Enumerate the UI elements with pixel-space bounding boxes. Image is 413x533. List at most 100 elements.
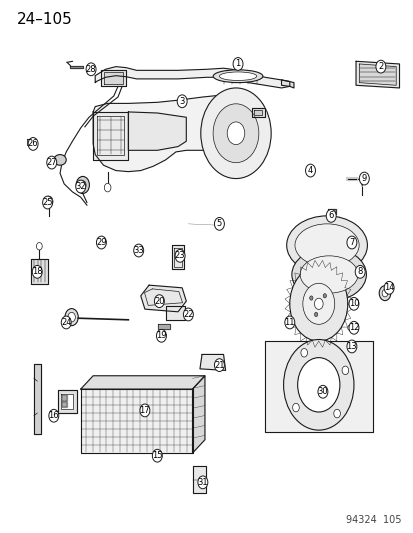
Circle shape [47,156,57,169]
Circle shape [79,181,86,189]
Polygon shape [81,389,192,453]
Ellipse shape [54,155,66,165]
Polygon shape [93,112,128,160]
Circle shape [76,180,85,193]
Circle shape [309,296,312,300]
Text: 25: 25 [42,198,53,207]
Text: 15: 15 [152,451,162,460]
Polygon shape [95,67,289,88]
Ellipse shape [291,248,366,301]
Circle shape [358,172,368,185]
Circle shape [314,298,322,309]
Circle shape [43,196,52,209]
Circle shape [375,60,385,73]
Text: 9: 9 [361,174,366,183]
Polygon shape [31,259,47,284]
Ellipse shape [286,216,367,274]
Text: 14: 14 [383,284,394,292]
Polygon shape [171,245,184,269]
Text: 6: 6 [328,212,333,220]
Circle shape [214,359,224,372]
Polygon shape [358,64,395,85]
Circle shape [297,358,339,412]
Circle shape [104,183,111,192]
Circle shape [183,308,193,321]
Circle shape [333,409,339,418]
Circle shape [287,319,292,326]
Polygon shape [254,110,262,115]
Circle shape [323,294,326,298]
Circle shape [383,281,393,294]
Text: 7: 7 [349,238,354,247]
Text: 21: 21 [214,361,224,369]
Circle shape [289,266,347,341]
Circle shape [347,325,351,330]
Polygon shape [70,66,83,68]
Circle shape [302,284,334,324]
Circle shape [233,58,242,70]
Text: 23: 23 [174,252,185,260]
Polygon shape [62,402,67,407]
Text: 22: 22 [183,310,193,319]
Ellipse shape [213,70,262,83]
Circle shape [156,329,166,342]
Circle shape [378,286,390,301]
Polygon shape [251,108,264,117]
Circle shape [346,340,356,353]
Polygon shape [165,306,185,320]
Circle shape [152,449,162,462]
Text: 11: 11 [284,318,294,327]
Polygon shape [101,70,126,86]
Circle shape [381,289,387,297]
Text: 27: 27 [46,158,57,167]
Text: 33: 33 [133,246,144,255]
Text: 24–105: 24–105 [17,12,72,27]
Polygon shape [61,394,73,409]
Text: 18: 18 [32,268,43,276]
Text: 94324  105: 94324 105 [345,515,401,525]
Text: 32: 32 [75,182,86,191]
Text: 8: 8 [357,268,362,276]
Polygon shape [62,395,67,401]
Text: 4: 4 [307,166,312,175]
Circle shape [86,63,96,76]
Circle shape [96,236,106,249]
Circle shape [227,122,244,144]
Circle shape [65,309,78,326]
Circle shape [36,243,42,250]
Circle shape [348,321,358,334]
Ellipse shape [299,256,357,293]
Circle shape [154,295,164,308]
Circle shape [32,265,42,278]
Circle shape [348,297,358,310]
Polygon shape [192,466,206,493]
Text: 16: 16 [48,411,59,420]
Polygon shape [199,354,225,370]
Polygon shape [34,364,41,434]
Circle shape [292,403,299,412]
Ellipse shape [294,224,358,266]
Polygon shape [81,376,204,389]
Text: 5: 5 [216,220,221,228]
Circle shape [214,217,224,230]
Circle shape [28,138,38,150]
Text: 28: 28 [85,65,96,74]
Circle shape [283,340,353,430]
Polygon shape [93,95,256,172]
Circle shape [346,236,356,249]
Circle shape [341,366,348,375]
Polygon shape [264,341,372,432]
Text: 31: 31 [197,478,208,487]
Circle shape [284,316,294,329]
Circle shape [314,312,317,317]
Text: 3: 3 [179,97,184,106]
Polygon shape [192,376,204,453]
Circle shape [133,244,143,257]
Text: 2: 2 [377,62,382,71]
Polygon shape [327,209,335,214]
Text: 20: 20 [154,297,164,305]
Circle shape [325,209,335,222]
Text: 30: 30 [317,387,328,396]
Polygon shape [158,324,169,329]
Circle shape [354,265,364,278]
